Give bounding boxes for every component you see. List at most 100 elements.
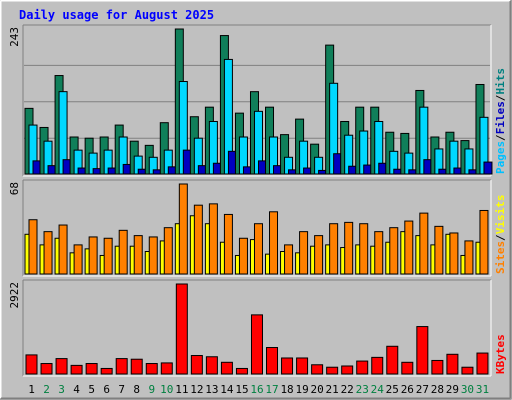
legend-visits: Visits: [494, 195, 507, 235]
bar-sites-31: [479, 209, 489, 275]
legend-pages: Pages: [494, 141, 507, 174]
x-tick-label-19: 19: [295, 383, 308, 396]
x-tick-label-23: 23: [356, 383, 369, 396]
bar-kbytes-5: [85, 363, 98, 375]
chart-panels: 243Pages/Files/Hits68Sites/Visits2922KBy…: [8, 24, 507, 377]
bar-pages-31: [483, 161, 493, 175]
bar-sites-9: [148, 236, 158, 275]
bar-sites-24: [374, 231, 384, 275]
bar-sites-13: [208, 203, 218, 275]
panel-kbytes: 2922 KBytes: [8, 279, 507, 377]
bar-kbytes-14: [220, 361, 233, 375]
bar-kbytes-22: [341, 365, 354, 375]
panel-visits_sites: 68 Sites/Visits: [8, 179, 507, 277]
bar-sites-15: [238, 237, 248, 275]
bar-kbytes-24: [371, 356, 384, 375]
bar-sites-23: [359, 223, 369, 275]
bar-kbytes-9: [145, 363, 158, 375]
bar-kbytes-4: [70, 364, 83, 375]
x-tick-label-27: 27: [416, 383, 429, 396]
bar-sites-28: [434, 225, 444, 275]
bar-sites-21: [329, 223, 339, 275]
x-tick-label-24: 24: [371, 383, 385, 396]
bar-sites-11: [178, 183, 188, 275]
bar-sites-27: [419, 212, 429, 275]
x-tick-label-3: 3: [58, 383, 65, 396]
bar-kbytes-21: [326, 366, 339, 375]
bar-sites-18: [284, 244, 294, 275]
bar-sites-25: [389, 227, 399, 275]
bar-sites-4: [73, 244, 83, 275]
x-tick-label-16: 16: [250, 383, 263, 396]
x-tick-label-28: 28: [431, 383, 444, 396]
legend: Pages/Files/Hits: [494, 68, 507, 174]
bar-sites-17: [269, 211, 279, 275]
bar-sites-14: [223, 213, 233, 275]
bar-kbytes-16: [250, 314, 263, 375]
legend-separator: /: [494, 234, 507, 241]
chart-title: Daily usage for August 2025: [19, 8, 214, 22]
bar-kbytes-8: [130, 358, 143, 375]
x-tick-label-20: 20: [311, 383, 324, 396]
bar-kbytes-7: [115, 358, 128, 375]
y-max-label: 2922: [8, 282, 21, 309]
bar-sites-26: [404, 220, 414, 275]
bar-kbytes-20: [311, 364, 324, 375]
x-tick-label-25: 25: [386, 383, 399, 396]
bar-sites-30: [464, 240, 474, 275]
x-tick-label-21: 21: [326, 383, 339, 396]
x-tick-label-17: 17: [265, 383, 278, 396]
x-tick-label-6: 6: [103, 383, 110, 396]
bar-kbytes-10: [160, 362, 173, 375]
x-tick-label-12: 12: [190, 383, 203, 396]
bar-kbytes-25: [386, 345, 399, 375]
bar-kbytes-30: [461, 366, 474, 375]
bar-sites-1: [28, 219, 38, 275]
bar-sites-2: [43, 231, 53, 275]
bar-sites-10: [163, 227, 173, 275]
x-axis-labels: 1 2 3 4 5 6 7 8 9 10 11 12 13 14 15 16 17 18 19 20 21 22 23 24 2…: [28, 383, 489, 396]
legend-separator: /: [494, 134, 507, 141]
x-tick-label-2: 2: [43, 383, 50, 396]
x-tick-label-4: 4: [73, 383, 80, 396]
legend: Sites/Visits: [494, 195, 507, 275]
bar-kbytes-6: [100, 367, 113, 375]
x-tick-label-8: 8: [133, 383, 140, 396]
legend-kbytes: KBytes: [494, 334, 507, 374]
x-tick-label-14: 14: [220, 383, 234, 396]
legend: KBytes: [494, 334, 507, 374]
x-tick-label-7: 7: [118, 383, 125, 396]
bar-sites-5: [88, 236, 98, 275]
bar-kbytes-11: [175, 283, 188, 375]
x-tick-label-31: 31: [476, 383, 489, 396]
x-tick-label-26: 26: [401, 383, 414, 396]
bar-sites-22: [344, 221, 354, 275]
x-tick-label-11: 11: [175, 383, 188, 396]
bar-kbytes-29: [446, 353, 459, 375]
x-tick-label-1: 1: [28, 383, 35, 396]
bar-kbytes-18: [281, 357, 294, 375]
legend-files: Files: [494, 101, 507, 134]
x-tick-label-5: 5: [88, 383, 95, 396]
bar-sites-8: [133, 235, 143, 275]
x-tick-label-9: 9: [148, 383, 155, 396]
bar-kbytes-3: [55, 358, 68, 375]
x-tick-label-10: 10: [160, 383, 173, 396]
bar-sites-12: [193, 204, 203, 275]
bar-sites-20: [314, 235, 324, 275]
bar-kbytes-1: [25, 354, 38, 375]
bar-kbytes-31: [476, 352, 489, 375]
bar-kbytes-17: [266, 347, 279, 375]
legend-hits: Hits: [494, 68, 507, 95]
y-max-label: 243: [8, 27, 21, 47]
bar-kbytes-2: [40, 363, 53, 375]
y-max-label: 68: [8, 182, 21, 195]
bar-sites-6: [103, 237, 113, 275]
bar-kbytes-26: [401, 361, 414, 375]
x-tick-label-15: 15: [235, 383, 248, 396]
legend-separator: /: [494, 95, 507, 102]
bar-sites-19: [299, 231, 309, 275]
bar-kbytes-19: [296, 357, 309, 375]
